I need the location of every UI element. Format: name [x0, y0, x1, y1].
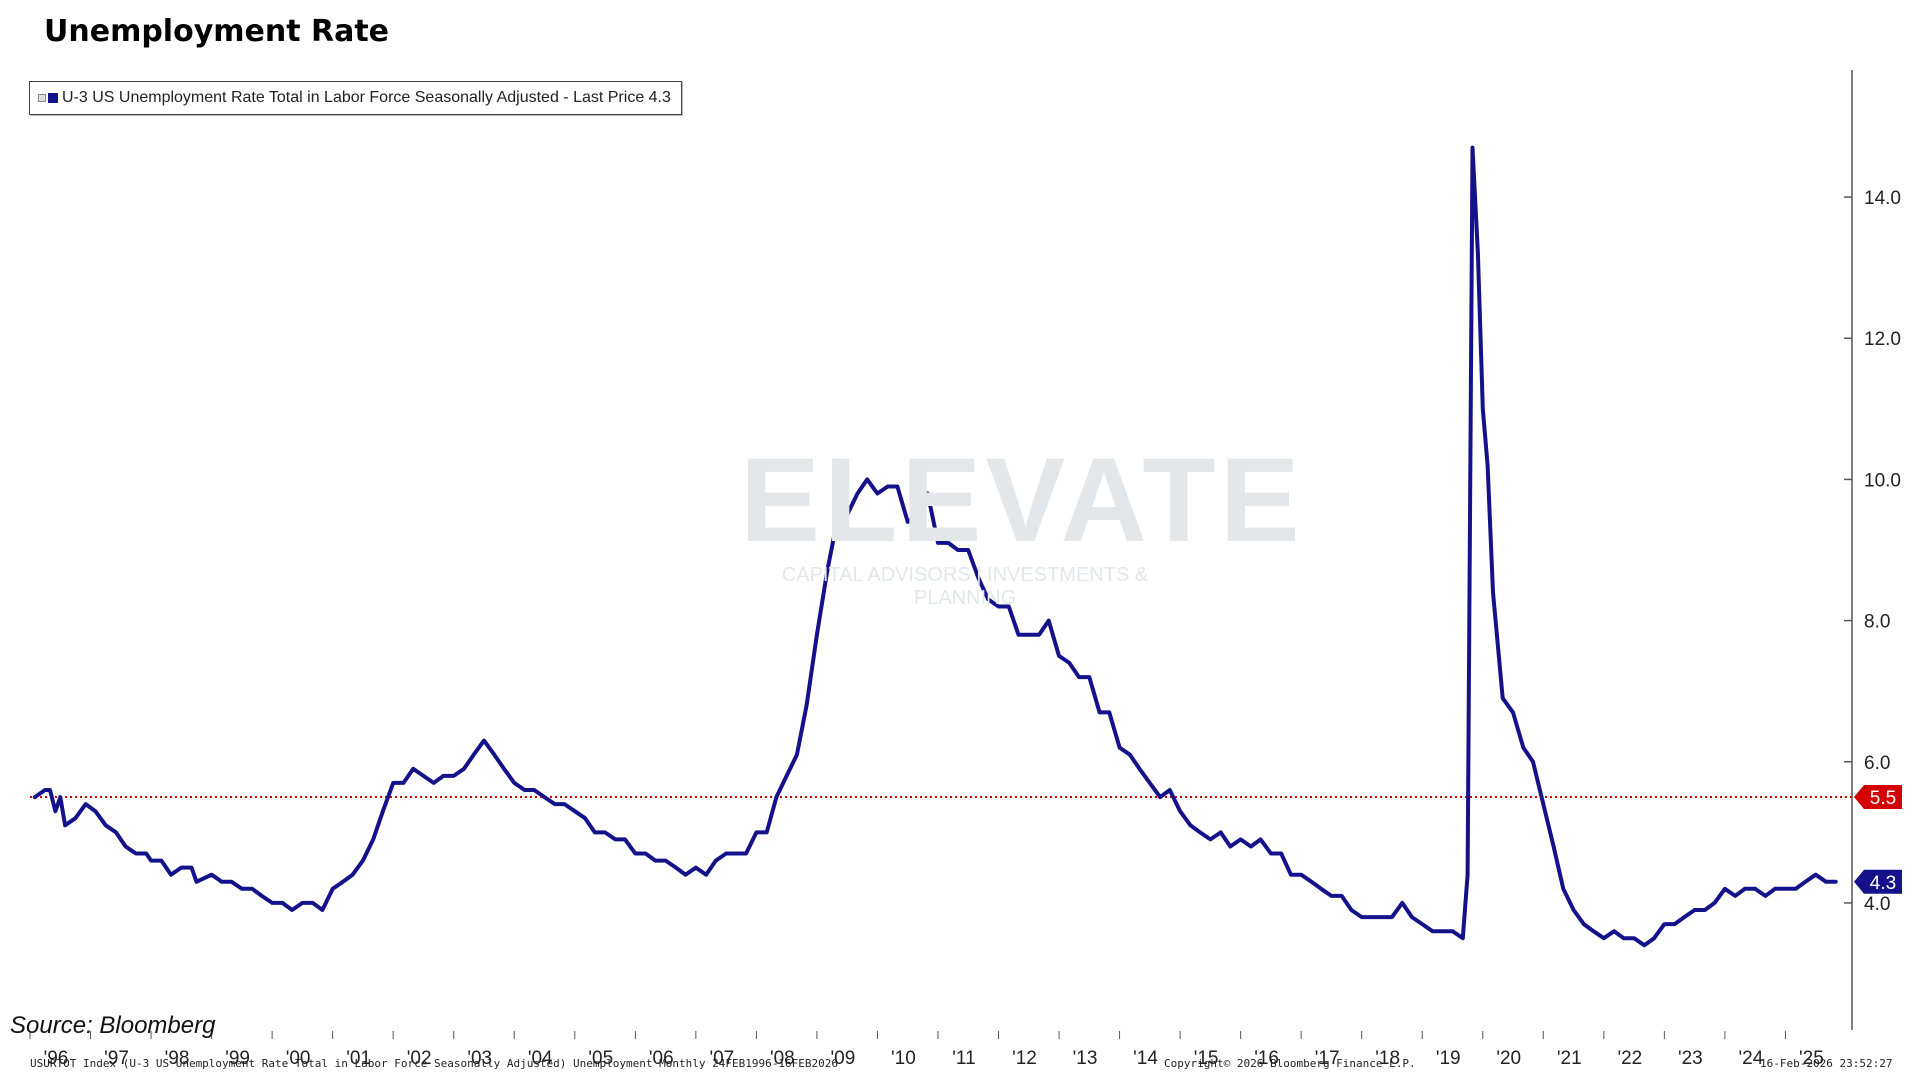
x-tick-label: '96 — [44, 1048, 69, 1069]
y-tick-label: 4.0 — [1864, 894, 1890, 915]
x-tick-label: '04 — [528, 1048, 553, 1069]
y-tick-label: 12.0 — [1864, 329, 1901, 350]
x-tick-label: '17 — [1315, 1048, 1340, 1069]
x-tick-label: '12 — [1012, 1048, 1037, 1069]
y-tick-label: 6.0 — [1864, 753, 1890, 774]
x-tick-label: '21 — [1557, 1048, 1582, 1069]
x-tick-label: '16 — [1254, 1048, 1279, 1069]
x-tick-label: '11 — [952, 1048, 975, 1069]
x-tick-label: '02 — [407, 1048, 432, 1069]
last-price-tag-label: 4.3 — [1870, 873, 1896, 894]
x-tick-label: '01 — [346, 1048, 371, 1069]
footer-timestamp: 16-Feb-2026 23:52:27 — [1760, 1057, 1893, 1070]
x-tick-label: '10 — [891, 1048, 916, 1069]
series-line — [32, 145, 1838, 948]
x-tick-label: '22 — [1617, 1048, 1642, 1069]
chart-title: Unemployment Rate — [44, 14, 390, 49]
x-tick-label: '18 — [1375, 1048, 1400, 1069]
source-note: Source: Bloomberg — [10, 1012, 216, 1039]
x-tick-label: '24 — [1739, 1048, 1764, 1069]
x-tick-label: '05 — [588, 1048, 613, 1069]
last-price-tag-shape — [1854, 869, 1902, 894]
legend-label: U-3 US Unemployment Rate Total in Labor … — [62, 89, 671, 106]
x-tick-label: '08 — [770, 1048, 795, 1069]
y-tick-label: 10.0 — [1864, 470, 1901, 491]
x-tick-label: '19 — [1436, 1048, 1461, 1069]
x-tick-label: '15 — [1194, 1048, 1219, 1069]
footer-copyright: Copyright© 2026 Bloomberg Finance L.P. — [1164, 1057, 1416, 1070]
x-tick-label: '25 — [1799, 1048, 1824, 1069]
footer-index-description: USURTOT Index (U-3 US Unemployment Rate … — [30, 1057, 838, 1070]
x-tick-label: '03 — [467, 1048, 492, 1069]
legend: U-3 US Unemployment Rate Total in Labor … — [29, 81, 682, 115]
reference-tag-shape — [1854, 785, 1902, 810]
y-tick-label: 8.0 — [1864, 612, 1890, 633]
x-tick-label: '23 — [1678, 1048, 1703, 1069]
x-tick-label: '98 — [165, 1048, 190, 1069]
x-tick-label: '09 — [831, 1048, 856, 1069]
x-tick-label: '06 — [649, 1048, 674, 1069]
x-tick-label: '13 — [1073, 1048, 1098, 1069]
legend-series-swatch — [48, 93, 58, 103]
x-tick-label: '97 — [104, 1048, 129, 1069]
x-tick-label: '14 — [1133, 1048, 1158, 1069]
y-tick-label: 14.0 — [1864, 188, 1901, 209]
x-tick-label: '20 — [1496, 1048, 1521, 1069]
x-tick-label: '07 — [709, 1048, 734, 1069]
reference-tag-label: 5.5 — [1870, 788, 1896, 809]
legend-toggle-icon[interactable] — [38, 94, 46, 102]
x-tick-label: '00 — [286, 1048, 311, 1069]
x-tick-label: '99 — [225, 1048, 250, 1069]
